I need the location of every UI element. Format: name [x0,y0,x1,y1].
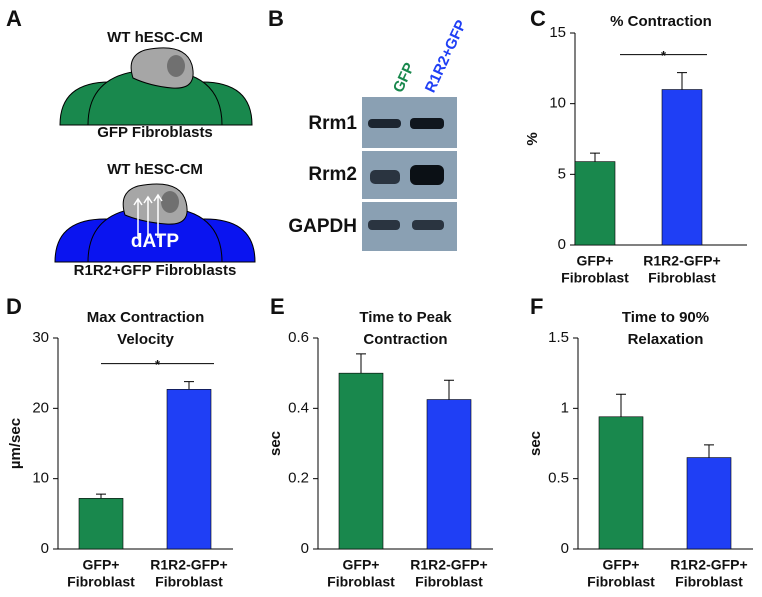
error-bar [677,72,687,90]
error-bar [444,379,454,400]
y-tick-label: 1 [561,399,569,416]
chart-title: % Contraction [610,13,712,30]
y-tick-label: 0 [558,236,566,253]
chart-title: Time to 90% [622,309,709,326]
bar [574,161,616,246]
error-bar [616,393,626,417]
panel-letter: C [530,6,546,31]
x-tick-label: R1R2-GFP+ [670,557,747,573]
x-tick-label: Fibroblast [587,574,655,590]
y-tick-label: 0.4 [288,399,309,416]
cell-label: WT hESC-CM [107,161,203,178]
y-tick-label: 1.5 [548,329,569,346]
chart-title: Max Contraction [87,309,205,326]
x-tick-label: Fibroblast [67,574,135,590]
nucleus [161,191,179,213]
error-bar [96,493,106,499]
x-tick-label: Fibroblast [561,270,629,286]
panel-letter: F [530,294,543,319]
x-tick-label: R1R2-GFP+ [150,557,227,573]
x-tick-label: Fibroblast [648,270,716,286]
y-axis-label: sec [527,431,544,456]
chart-title: Velocity [117,331,174,348]
x-tick-label: Fibroblast [327,574,395,590]
molecule-label: dATP [131,231,180,252]
bar [166,389,212,550]
x-tick-label: Fibroblast [675,574,743,590]
significance-label: * [155,357,161,372]
error-bar [356,353,366,374]
y-axis-label: sec [267,431,284,456]
y-tick-label: 0.2 [288,470,309,487]
lane-label: R1R2+GFP [422,18,470,96]
y-axis-label: % [524,132,541,145]
panel-letter: E [270,294,285,319]
bar [426,399,472,550]
error-bar [590,152,600,162]
bar [686,457,732,550]
error-bar [704,444,714,458]
y-tick-label: 0 [41,540,49,557]
y-tick-label: 15 [549,24,566,41]
chart-title: Time to Peak [359,309,452,326]
bar [78,498,124,550]
fibroblast-layer [54,206,256,263]
x-tick-label: R1R2-GFP+ [643,253,720,269]
y-tick-label: 30 [32,329,49,346]
fibroblast-label: R1R2+GFP Fibroblasts [74,262,237,279]
lane-label: GFP [390,60,418,95]
cell-label: WT hESC-CM [107,29,203,46]
fibroblast-label: GFP Fibroblasts [97,124,213,141]
error-bar [184,381,194,390]
blot [362,97,457,251]
x-tick-label: R1R2-GFP+ [410,557,487,573]
y-tick-label: 0 [561,540,569,557]
chart-title: Contraction [363,331,447,348]
blot-row-label: Rrm1 [308,113,357,134]
x-tick-label: Fibroblast [155,574,223,590]
bar [598,416,644,550]
nucleus [167,55,185,77]
significance-label: * [661,48,667,63]
y-tick-label: 10 [32,470,49,487]
chart-title: Relaxation [628,331,704,348]
panel-letter: D [6,294,22,319]
y-tick-label: 10 [549,95,566,112]
y-tick-label: 20 [32,399,49,416]
x-tick-label: GFP+ [343,557,380,573]
y-tick-label: 0 [301,540,309,557]
arrows [133,193,163,238]
bar [338,372,384,550]
blot-row-label: GAPDH [288,216,357,237]
x-tick-label: GFP+ [577,253,614,269]
blot-row-label: Rrm2 [308,164,357,185]
x-tick-label: GFP+ [83,557,120,573]
x-tick-label: GFP+ [603,557,640,573]
y-axis-label: µm/sec [7,418,24,469]
x-tick-label: Fibroblast [415,574,483,590]
y-tick-label: 5 [558,165,566,182]
bar [661,89,703,246]
panel-letter: B [268,6,284,31]
panel-letter: A [6,6,22,31]
y-tick-label: 0.6 [288,329,309,346]
y-tick-label: 0.5 [548,470,569,487]
